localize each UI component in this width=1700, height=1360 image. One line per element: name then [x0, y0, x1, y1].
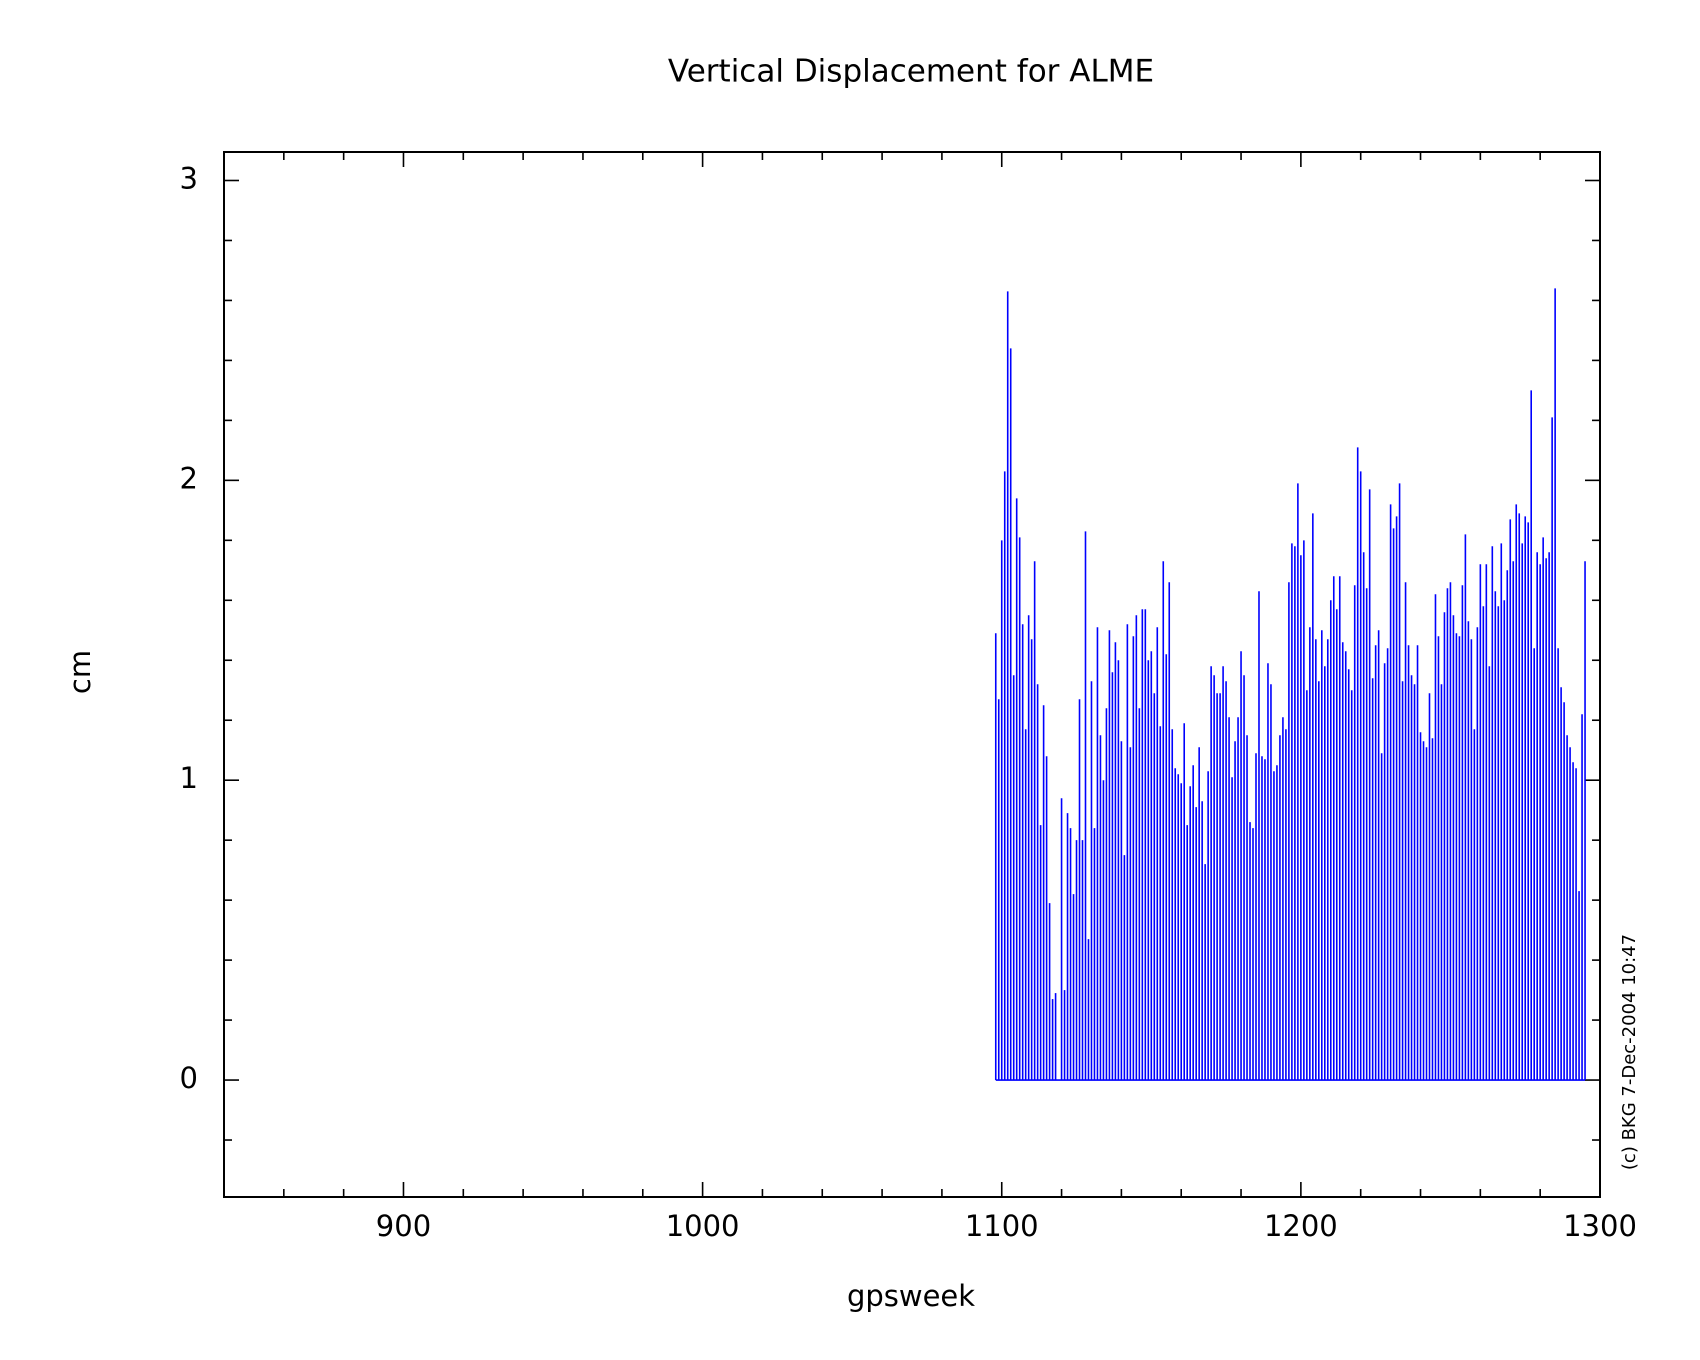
x-tick-label: 1300 [1563, 1209, 1637, 1243]
x-axis-label: gpsweek [847, 1279, 975, 1313]
y-axis-label: cm [63, 650, 97, 694]
y-tick-label: 0 [180, 1061, 198, 1095]
chart-title: Vertical Displacement for ALME [668, 54, 1154, 90]
x-tick-label: 900 [376, 1209, 431, 1243]
y-tick-label: 2 [180, 461, 198, 495]
x-tick-label: 1000 [666, 1209, 740, 1243]
annotation: (c) BKG 7-Dec-2004 10:47 [1619, 934, 1640, 1170]
x-tick-label: 1200 [1264, 1209, 1338, 1243]
y-tick-label: 1 [180, 761, 198, 795]
plot-frame [223, 151, 1601, 1198]
y-tick-label: 3 [180, 161, 198, 195]
x-tick-label: 1100 [965, 1209, 1039, 1243]
